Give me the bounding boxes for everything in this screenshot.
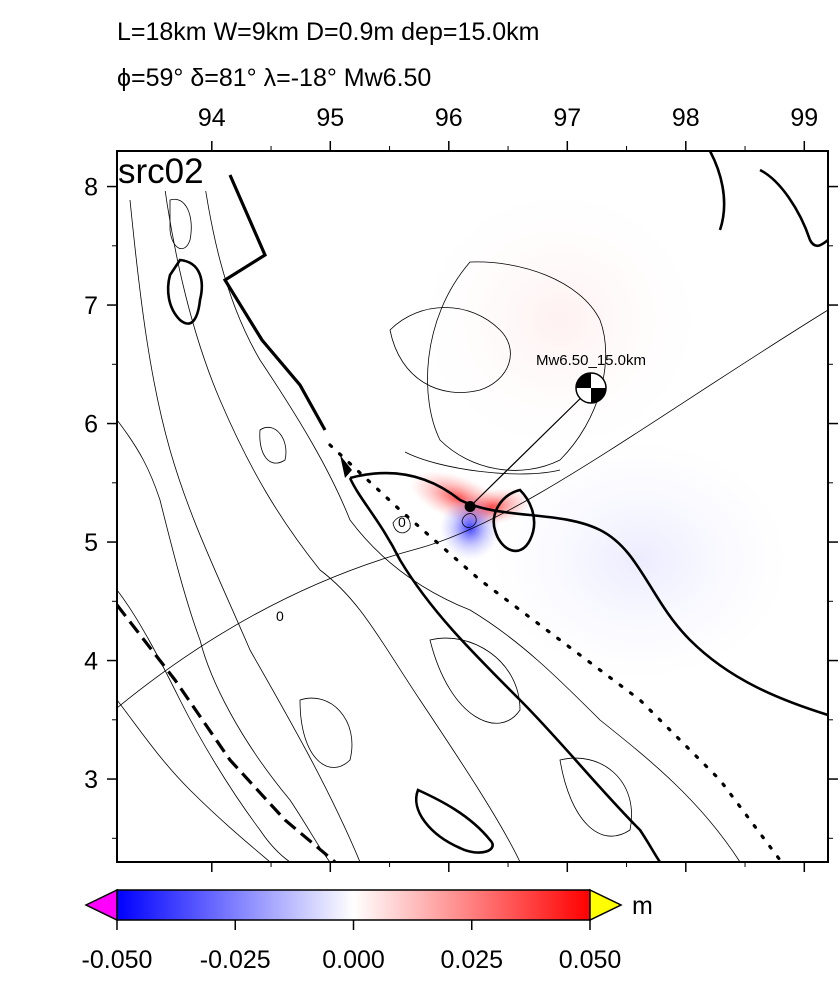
colorbar: m -0.050 -0.025 0.000 0.025 0.050 (82, 888, 653, 974)
contour-label: 0 (398, 514, 406, 530)
x-tick-label: 94 (198, 104, 226, 132)
contour-label: 0 (276, 608, 284, 624)
colorbar-below-triangle (84, 888, 118, 922)
colorbar-unit: m (632, 892, 653, 920)
colorbar-tick-label: -0.050 (82, 946, 153, 974)
colorbar-tick-label: 0.000 (322, 946, 385, 974)
beachball-label: Mw6.50_15.0km (536, 352, 646, 369)
fault-trace (222, 174, 327, 431)
map-content: Mw6.50_15.0km 0 0 (117, 151, 828, 862)
fault-dotted (328, 443, 782, 862)
colorbar-tick-label: 0.025 (440, 946, 503, 974)
x-axis-ticks: 94 95 96 97 98 99 (198, 104, 818, 872)
x-tick-label: 95 (316, 104, 344, 132)
title-source-mechanism: ϕ=59° δ=81° λ=-18° Mw6.50 (117, 64, 432, 92)
colorbar-above-triangle (589, 888, 623, 922)
uplift-halo (420, 190, 700, 450)
y-axis-ticks: 8 7 6 5 4 3 (84, 174, 838, 839)
y-tick-label: 4 (84, 648, 98, 676)
subsidence-lobe (440, 496, 500, 560)
colorbar-gradient (116, 889, 591, 921)
colorbar-ticks: -0.050 -0.025 0.000 0.025 0.050 (82, 920, 622, 974)
fault-segment (340, 455, 352, 478)
epicenter-marker (464, 501, 476, 512)
y-tick-label: 5 (84, 529, 98, 557)
y-tick-label: 6 (84, 411, 98, 439)
x-tick-label: 98 (672, 104, 700, 132)
subsidence-halo (490, 440, 790, 680)
x-tick-label: 99 (790, 104, 818, 132)
beachball-leader-line (469, 387, 592, 507)
x-tick-label: 97 (553, 104, 581, 132)
x-tick-label: 96 (435, 104, 463, 132)
y-tick-label: 3 (84, 766, 98, 794)
map-frame (116, 150, 829, 863)
beachball-icon (575, 372, 607, 404)
colorbar-tick-label: 0.050 (559, 946, 622, 974)
colorbar-tick-label: -0.025 (200, 946, 271, 974)
y-tick-label: 7 (84, 292, 98, 320)
panel-label: src02 (118, 152, 204, 191)
y-tick-label: 8 (84, 174, 98, 202)
coastlines (166, 151, 828, 862)
bathymetry-contours (117, 151, 828, 862)
panel-label-box (117, 151, 227, 191)
trench-dashed (117, 604, 337, 862)
title-source-dimensions: L=18km W=9km D=0.9m dep=15.0km (117, 18, 540, 46)
